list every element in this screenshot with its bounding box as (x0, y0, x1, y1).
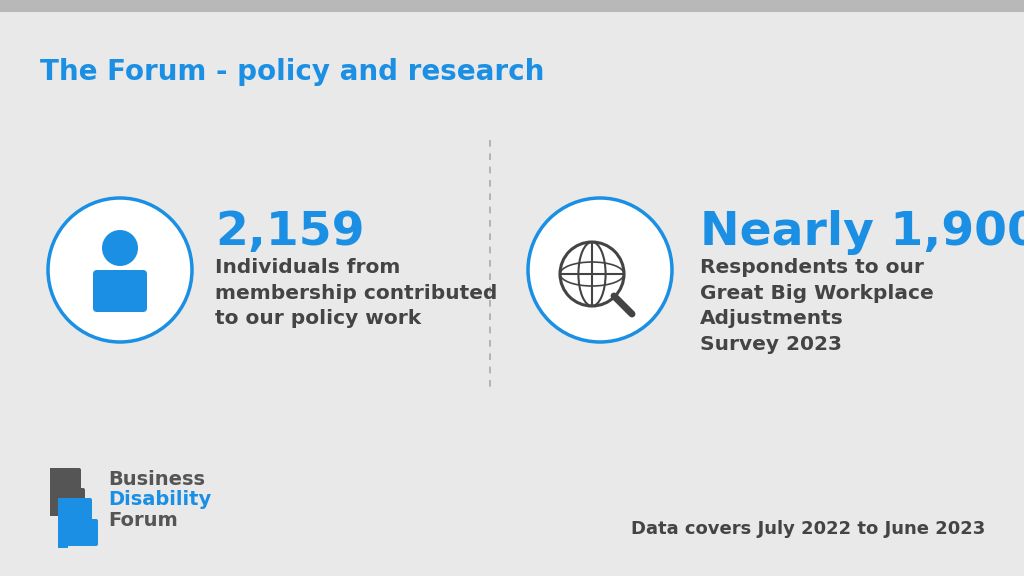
FancyBboxPatch shape (66, 498, 92, 521)
Text: The Forum - policy and research: The Forum - policy and research (40, 58, 545, 86)
Text: Business: Business (108, 470, 205, 489)
FancyBboxPatch shape (93, 270, 147, 312)
Circle shape (528, 198, 672, 342)
Text: Nearly 1,900: Nearly 1,900 (700, 210, 1024, 255)
Text: Data covers July 2022 to June 2023: Data covers July 2022 to June 2023 (631, 520, 985, 538)
Text: Respondents to our
Great Big Workplace
Adjustments
Survey 2023: Respondents to our Great Big Workplace A… (700, 258, 934, 354)
Text: Individuals from
membership contributed
to our policy work: Individuals from membership contributed … (215, 258, 498, 328)
Bar (50, 468, 59, 516)
Text: 2,159: 2,159 (215, 210, 365, 255)
Circle shape (102, 230, 138, 266)
Bar (0, 0, 1024, 12)
FancyBboxPatch shape (66, 519, 98, 546)
Text: Disability: Disability (108, 490, 211, 509)
FancyBboxPatch shape (57, 488, 85, 514)
FancyBboxPatch shape (57, 468, 81, 490)
Bar (58, 498, 68, 548)
Circle shape (48, 198, 193, 342)
Text: Forum: Forum (108, 511, 178, 530)
